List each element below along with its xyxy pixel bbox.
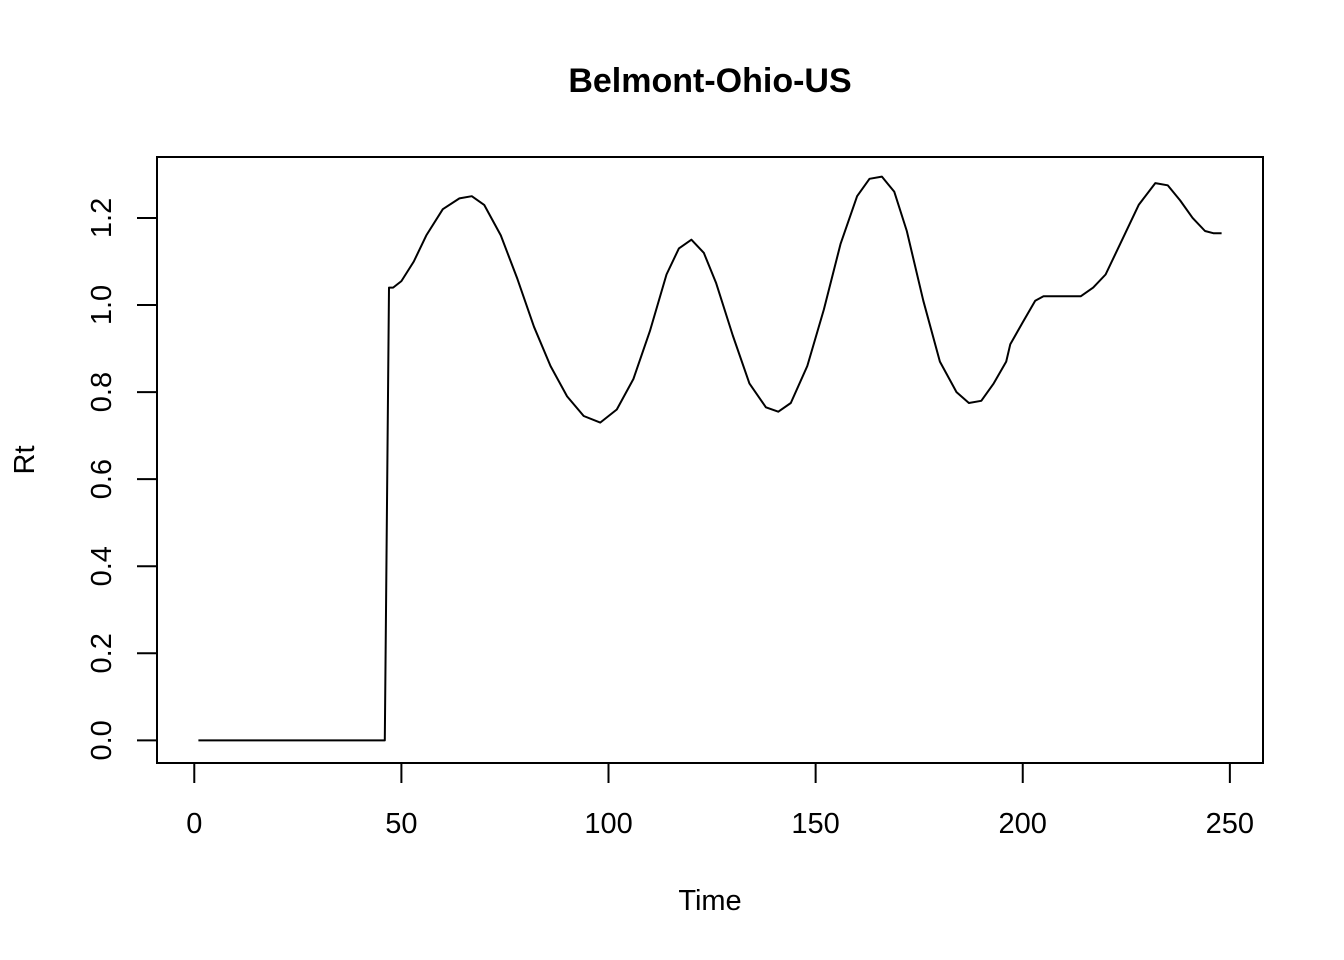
y-tick-label: 1.2 (86, 198, 118, 238)
y-tick-label: 0.2 (86, 633, 118, 673)
y-tick-label: 0.4 (86, 546, 118, 586)
y-axis: 0.0 0.2 0.4 0.6 0.8 1.0 1.2 (86, 198, 158, 761)
x-axis: 0 50 100 150 200 250 (186, 762, 1254, 840)
x-tick-label: 50 (385, 808, 417, 840)
plot-frame (156, 156, 1264, 764)
y-tick-label: 1.0 (86, 285, 118, 325)
y-tick-label: 0.6 (86, 459, 118, 499)
x-tick-label: 150 (791, 808, 839, 840)
x-tick-label: 100 (584, 808, 632, 840)
y-tick-label: 0.0 (86, 720, 118, 760)
x-axis-label: Time (678, 885, 741, 917)
y-tick-label: 0.8 (86, 372, 118, 412)
x-tick-label: 0 (186, 808, 202, 840)
x-tick-label: 200 (999, 808, 1047, 840)
chart-title: Belmont-Ohio-US (568, 62, 851, 100)
rt-series-line (198, 175, 1222, 742)
y-axis-label: Rt (9, 446, 41, 475)
x-tick-label: 250 (1206, 808, 1254, 840)
